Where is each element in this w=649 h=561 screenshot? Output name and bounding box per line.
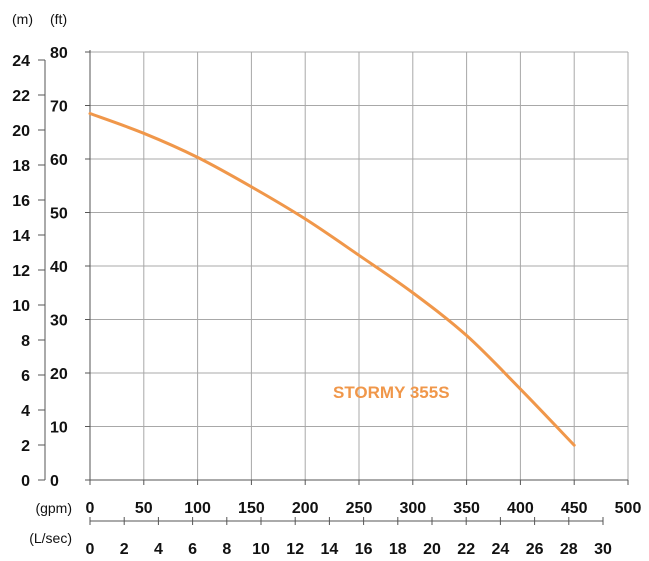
x-lsec-tick-label: 26 [526,541,544,558]
y-ft-tick-label: 50 [50,206,68,223]
axes [38,50,629,525]
y-m-tick-label: 20 [12,123,30,140]
x-gpm-tick-label: 350 [453,500,480,517]
x-gpm-tick-label: 100 [184,500,211,517]
grid-lines [90,51,629,480]
x-unit-lsec-label: (L/sec) [29,530,72,546]
y-unit-m-label: (m) [12,11,33,27]
y-ft-tick-label: 20 [50,366,68,383]
axis-tick-labels: 0 50 100 150 200 250 300 350 400 450 5000102030405… [12,45,641,558]
y-m-tick-label: 16 [12,193,30,210]
x-gpm-tick-label: 150 [238,500,265,517]
x-lsec-tick-label: 2 [120,541,129,558]
x-gpm-tick-label: 0 [86,500,95,517]
y-m-tick-label: 14 [12,228,30,245]
y-ft-tick-label: 70 [50,99,68,116]
y-ft-tick-label: 0 [50,473,59,490]
y-ft-tick-label: 60 [50,152,68,169]
x-lsec-tick-label: 20 [423,541,441,558]
y-m-tick-label: 4 [21,403,30,420]
y-m-tick-label: 6 [21,368,30,385]
y-m-tick-label: 12 [12,263,30,280]
series-layer: STORMY 355S [88,112,576,447]
y-ft-tick-label: 40 [50,259,68,276]
y-ft-tick-label: 30 [50,313,68,330]
y-m-tick-label: 8 [21,333,30,350]
x-lsec-tick-label: 8 [222,541,231,558]
x-gpm-tick-label: 50 [135,500,153,517]
x-lsec-tick-label: 14 [321,541,339,558]
y-unit-ft-label: (ft) [50,11,67,27]
x-lsec-tick-label: 0 [86,541,95,558]
y-m-tick-label: 18 [12,158,30,175]
y-m-tick-label: 10 [12,298,30,315]
x-lsec-tick-label: 30 [594,541,612,558]
x-gpm-tick-label: 450 [561,500,588,517]
x-gpm-tick-label: 250 [346,500,373,517]
x-gpm-tick-label: 300 [399,500,426,517]
y-m-tick-label: 24 [12,53,30,70]
x-lsec-tick-label: 16 [355,541,373,558]
x-gpm-tick-label: 400 [507,500,534,517]
series-curve-stormy-355s [88,112,576,447]
x-lsec-tick-label: 4 [154,541,163,558]
x-gpm-tick-label: 200 [292,500,319,517]
y-m-tick-label: 2 [21,438,30,455]
x-lsec-tick-label: 28 [560,541,578,558]
x-lsec-tick-label: 10 [252,541,270,558]
x-lsec-tick-label: 6 [188,541,197,558]
y-m-tick-label: 22 [12,88,30,105]
x-lsec-tick-label: 18 [389,541,407,558]
x-unit-gpm-label: (gpm) [35,500,72,516]
x-lsec-tick-label: 22 [457,541,475,558]
y-ft-tick-label: 10 [50,420,68,437]
x-lsec-tick-label: 24 [492,541,510,558]
y-ft-tick-label: 80 [50,45,68,62]
y-m-tick-label: 0 [21,473,30,490]
x-gpm-tick-label: 500 [615,500,642,517]
series-label-stormy-355s: STORMY 355S [333,383,450,402]
x-lsec-tick-label: 12 [286,541,304,558]
